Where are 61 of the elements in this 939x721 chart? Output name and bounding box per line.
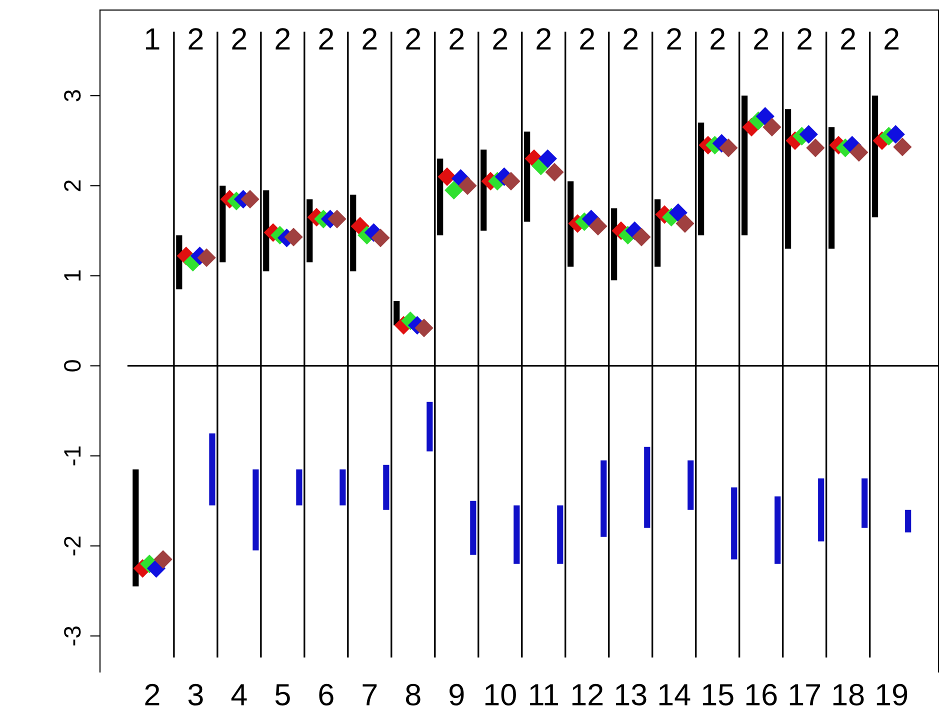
annotation: 2 [841, 28, 856, 50]
x-tick-label: 3 [188, 684, 203, 706]
annotation: 2 [319, 28, 334, 50]
annotation: 2 [884, 28, 899, 50]
annotation: 2 [667, 28, 682, 50]
x-tick-label: 7 [362, 684, 377, 706]
y-tick-label: 1 [64, 270, 81, 281]
annotation: 2 [493, 28, 508, 50]
annotation: 2 [580, 28, 594, 50]
annotation: 2 [276, 28, 290, 50]
bar [557, 505, 564, 564]
y-tick-label: -2 [64, 536, 81, 556]
x-tick-label: 18 [833, 684, 864, 706]
bar [340, 469, 346, 506]
annotation: 2 [798, 28, 812, 50]
annotation: 1 [146, 28, 160, 50]
x-tick-label: 9 [450, 684, 464, 706]
x-tick-label: 12 [572, 684, 603, 706]
bar [600, 460, 607, 537]
bar [514, 505, 520, 564]
x-tick-label: 2 [145, 684, 160, 706]
x-tick-label: 16 [746, 684, 777, 706]
bar [644, 446, 650, 528]
bar [426, 402, 433, 452]
bar [818, 478, 824, 542]
bar [252, 469, 259, 550]
annotation: 2 [754, 28, 768, 50]
bar [905, 510, 912, 532]
bar [132, 469, 139, 586]
annotation: 2 [450, 28, 464, 50]
x-tick-label: 17 [790, 684, 820, 706]
bar [470, 500, 476, 555]
x-tick-label: 19 [876, 684, 908, 706]
y-tick-label: 0 [64, 360, 81, 372]
bar [296, 469, 302, 506]
y-tick-label: -3 [64, 626, 81, 646]
x-tick-label: 13 [616, 684, 646, 706]
annotation: 2 [232, 28, 246, 50]
bar [774, 496, 781, 564]
bar [862, 478, 868, 528]
annotation: 2 [624, 28, 638, 50]
bar [688, 460, 694, 510]
x-tick-label: 8 [406, 684, 420, 706]
bar [383, 464, 390, 510]
annotation: 2 [188, 28, 203, 50]
bar [731, 487, 738, 560]
bar [209, 433, 216, 506]
x-tick-label: 14 [659, 684, 690, 706]
annotation: 2 [536, 28, 551, 50]
x-tick-label: 5 [275, 684, 290, 706]
x-tick-label: 11 [530, 684, 558, 706]
x-tick-label: 15 [702, 684, 734, 706]
x-tick-label: 6 [319, 684, 334, 706]
y-tick-label: 2 [64, 180, 81, 192]
x-tick-label: 4 [231, 684, 247, 706]
y-tick-label: -1 [64, 446, 81, 466]
annotation: 2 [406, 28, 420, 50]
annotation: 2 [362, 28, 377, 50]
y-tick-label: 3 [64, 90, 81, 102]
annotation: 2 [710, 28, 725, 50]
x-tick-label: 10 [485, 684, 516, 706]
